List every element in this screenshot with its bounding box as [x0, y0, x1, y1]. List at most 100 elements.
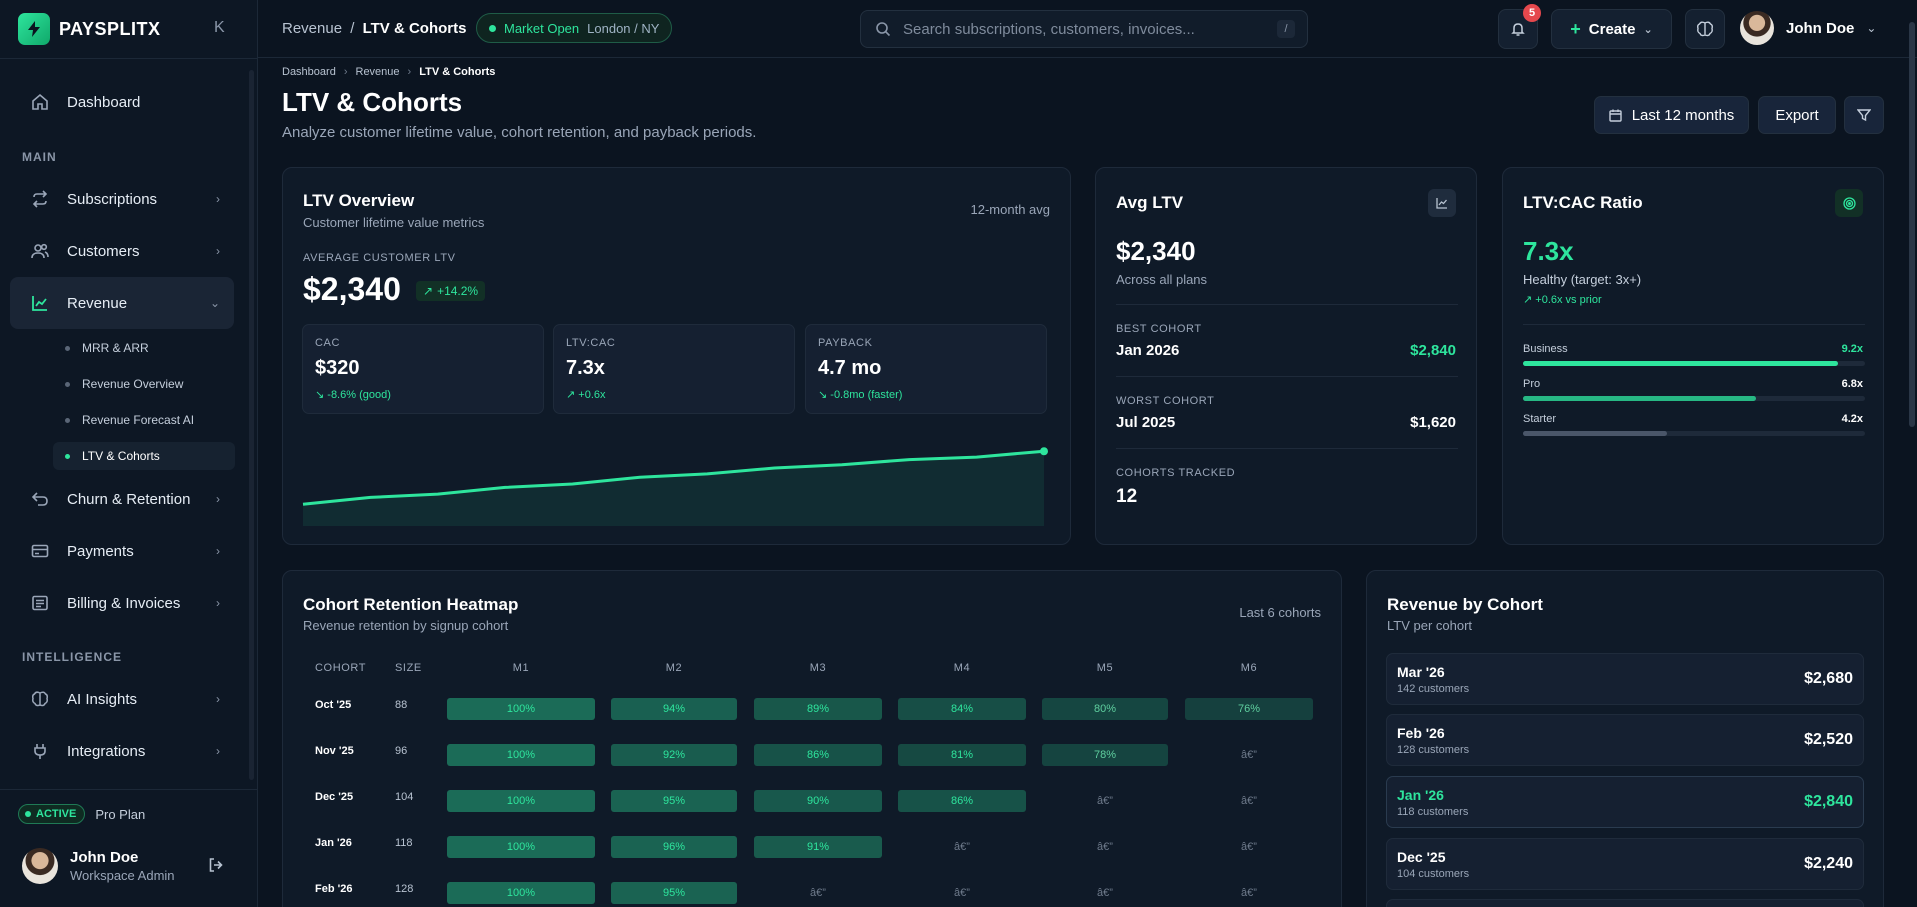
breadcrumb-link[interactable]: Revenue [282, 20, 343, 37]
chart-icon[interactable] [1428, 189, 1456, 217]
heatmap-cell[interactable]: â€” [1241, 749, 1257, 761]
sidebar-subitem-mrr-arr[interactable]: MRR & ARR [53, 334, 235, 362]
user-menu[interactable]: John Doe ⌄ [1740, 11, 1876, 45]
plug-icon [30, 741, 50, 761]
heatmap-cell[interactable]: 84% [898, 698, 1026, 720]
cohort-revenue-row[interactable]: Dec '25 104 customers $2,240 [1386, 838, 1864, 890]
heatmap-cell[interactable]: â€” [954, 841, 970, 853]
breadcrumb-current: LTV & Cohorts [419, 66, 496, 78]
user-profile[interactable]: John Doe Workspace Admin [22, 848, 175, 884]
heatmap-cell[interactable]: 90% [754, 790, 882, 812]
card-subtitle: LTV per cohort [1387, 618, 1473, 633]
sidebar-item-churn-retention[interactable]: Churn & Retention › [10, 473, 234, 525]
heatmap-cell[interactable]: â€” [810, 887, 826, 899]
heatmap-cell[interactable]: â€” [1097, 841, 1113, 853]
heatmap-cell[interactable]: 100% [447, 790, 595, 812]
chevron-right-icon: › [216, 596, 220, 610]
sidebar-item-ai-insights[interactable]: AI Insights › [10, 673, 234, 725]
cohort-revenue-row[interactable]: Feb '26 128 customers $2,520 [1386, 714, 1864, 766]
sidebar-subitem-revenue-forecast-ai[interactable]: Revenue Forecast AI [53, 406, 235, 434]
divider [1116, 376, 1458, 377]
heatmap-cell[interactable]: 96% [611, 836, 737, 858]
chart-area [303, 451, 1044, 526]
sidebar-subitem-ltv-cohorts[interactable]: LTV & Cohorts [53, 442, 235, 470]
divider [1116, 448, 1458, 449]
heatmap-cell[interactable]: 78% [1042, 744, 1168, 766]
heatmap-cell[interactable]: 91% [754, 836, 882, 858]
heatmap-cell[interactable]: â€” [1241, 887, 1257, 899]
sidebar-item-integrations[interactable]: Integrations › [10, 725, 234, 777]
cohort-revenue-row[interactable]: Mar '26 142 customers $2,680 [1386, 653, 1864, 705]
heatmap-cell[interactable]: 100% [447, 698, 595, 720]
heatmap-cell[interactable]: 94% [611, 698, 737, 720]
export-button[interactable]: Export [1758, 96, 1836, 134]
trend-up-icon: ↗ [1523, 294, 1533, 306]
collapse-sidebar-icon[interactable]: K [214, 19, 225, 36]
cohort-revenue-row[interactable]: Jan '26 118 customers $2,840 [1386, 776, 1864, 828]
target-icon[interactable] [1835, 189, 1863, 217]
topbar: Revenue / LTV & Cohorts Market Open Lond… [258, 0, 1917, 58]
plan-name: Business [1523, 343, 1568, 355]
avg-ltv-note: Across all plans [1116, 272, 1208, 287]
date-range-button[interactable]: Last 12 months [1594, 96, 1749, 134]
heatmap-cell[interactable]: 89% [754, 698, 882, 720]
sidebar-item-payments[interactable]: Payments › [10, 525, 234, 577]
sidebar-item-subscriptions[interactable]: Subscriptions › [10, 173, 234, 225]
card-title: Avg LTV [1116, 193, 1184, 212]
metric-label: CAC [315, 337, 341, 349]
column-header: M3 [809, 662, 827, 674]
heatmap-cell[interactable]: 80% [1042, 698, 1168, 720]
undo-icon [30, 489, 50, 509]
heatmap-cell[interactable]: 100% [447, 882, 595, 904]
cohort-heatmap-card: Cohort Retention Heatmap Revenue retenti… [282, 570, 1342, 907]
metric-trend: ↗ +0.6x [566, 388, 782, 401]
avg-ltv-value: $2,340 [1116, 236, 1196, 266]
divider [1116, 304, 1458, 305]
chevron-right-icon: › [343, 66, 348, 78]
cohorts-tracked-label: COHORTS TRACKED [1116, 467, 1236, 479]
create-button[interactable]: + Create ⌄ [1551, 9, 1672, 49]
logout-icon[interactable] [208, 857, 224, 878]
create-label: Create [1588, 20, 1636, 38]
avatar [1740, 11, 1774, 45]
page-scrollbar[interactable] [1909, 22, 1915, 427]
plan-name: Pro [1523, 378, 1541, 390]
sidebar-subitem-revenue-overview[interactable]: Revenue Overview [53, 370, 235, 398]
metric-value: $320 [315, 357, 360, 379]
heatmap-cell[interactable]: 95% [611, 882, 737, 904]
filter-button[interactable] [1844, 96, 1884, 134]
heatmap-cell[interactable]: 100% [447, 744, 595, 766]
heatmap-cell[interactable]: â€” [1097, 887, 1113, 899]
heatmap-cell[interactable]: 100% [447, 836, 595, 858]
breadcrumb-link[interactable]: Revenue [355, 66, 400, 78]
sidebar-item-label: Revenue [67, 294, 128, 312]
sidebar-item-customers[interactable]: Customers › [10, 225, 234, 277]
plan-bar-track [1523, 431, 1865, 436]
heatmap-cell[interactable]: 92% [611, 744, 737, 766]
brand[interactable]: PAYSPLITX [18, 13, 161, 45]
ai-assistant-button[interactable] [1685, 9, 1725, 49]
heatmap-cell[interactable]: 76% [1185, 698, 1313, 720]
heatmap-cell[interactable]: 95% [611, 790, 737, 812]
cohort-revenue-row[interactable] [1386, 899, 1864, 907]
sidebar-item-label: Churn & Retention [67, 490, 191, 508]
heatmap-cell[interactable]: 86% [898, 790, 1026, 812]
heatmap-cell[interactable]: â€” [1241, 795, 1257, 807]
search-input[interactable]: Search subscriptions, customers, invoice… [860, 10, 1308, 48]
change-badge: ↗ +14.2% [416, 281, 486, 301]
heatmap-cell[interactable]: 81% [898, 744, 1026, 766]
cohort-name: Mar '26 [1397, 664, 1445, 680]
sidebar-item-revenue[interactable]: Revenue ⌄ [10, 277, 234, 329]
card-title: LTV:CAC Ratio [1523, 193, 1643, 212]
breadcrumb-link[interactable]: Dashboard [282, 66, 336, 78]
cohort-size: 128 [395, 883, 414, 895]
heatmap-cell[interactable]: â€” [1097, 795, 1113, 807]
subitem-label: Revenue Overview [82, 377, 184, 391]
notifications-button[interactable]: 5 [1498, 4, 1541, 49]
heatmap-cell[interactable]: 86% [754, 744, 882, 766]
sidebar-scrollbar[interactable] [249, 70, 254, 780]
sidebar-item-billing-invoices[interactable]: Billing & Invoices › [10, 577, 234, 629]
sidebar-item-dashboard[interactable]: Dashboard [10, 76, 234, 128]
heatmap-cell[interactable]: â€” [1241, 841, 1257, 853]
heatmap-cell[interactable]: â€” [954, 887, 970, 899]
